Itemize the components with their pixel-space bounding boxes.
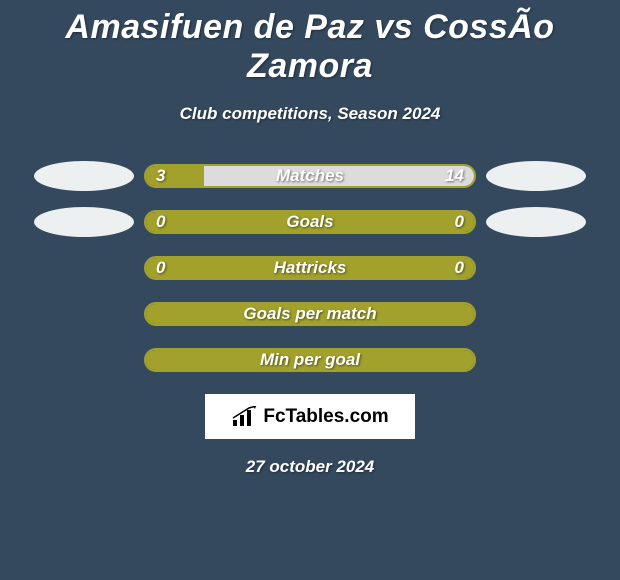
player-badge-left	[34, 161, 134, 191]
player-badge-left	[34, 207, 134, 237]
stat-label: Goals per match	[243, 304, 376, 324]
bar-fill-left	[146, 166, 204, 186]
stat-value-right: 14	[445, 166, 464, 186]
stat-bar: Matches 3 14	[144, 164, 476, 188]
stat-row: Goals 0 0	[0, 210, 620, 234]
stats-container: Matches 3 14 Goals 0 0 Hattricks 0 0 Goals per ma…	[0, 164, 620, 372]
stat-row: Min per goal	[0, 348, 620, 372]
stat-value-right: 0	[455, 212, 464, 232]
stat-label: Min per goal	[260, 350, 360, 370]
fctables-logo: FcTables.com	[205, 394, 415, 439]
bar-fill-right	[310, 212, 474, 232]
stat-value-left: 3	[156, 166, 165, 186]
stat-label: Hattricks	[274, 258, 347, 278]
stat-row: Matches 3 14	[0, 164, 620, 188]
stat-bar: Goals 0 0	[144, 210, 476, 234]
stat-value-left: 0	[156, 212, 165, 232]
stat-label: Matches	[276, 166, 344, 186]
stat-label: Goals	[286, 212, 333, 232]
chart-icon	[231, 406, 259, 428]
stat-value-left: 0	[156, 258, 165, 278]
stat-row: Hattricks 0 0	[0, 256, 620, 280]
stat-bar: Hattricks 0 0	[144, 256, 476, 280]
player-badge-right	[486, 161, 586, 191]
comparison-title: Amasifuen de Paz vs CossÃ­o Zamora	[0, 0, 620, 86]
comparison-subtitle: Club competitions, Season 2024	[0, 104, 620, 124]
stat-bar: Goals per match	[144, 302, 476, 326]
stat-bar: Min per goal	[144, 348, 476, 372]
player-badge-right	[486, 207, 586, 237]
stat-row: Goals per match	[0, 302, 620, 326]
stat-value-right: 0	[455, 258, 464, 278]
logo-text: FcTables.com	[263, 406, 388, 428]
comparison-date: 27 october 2024	[0, 457, 620, 477]
